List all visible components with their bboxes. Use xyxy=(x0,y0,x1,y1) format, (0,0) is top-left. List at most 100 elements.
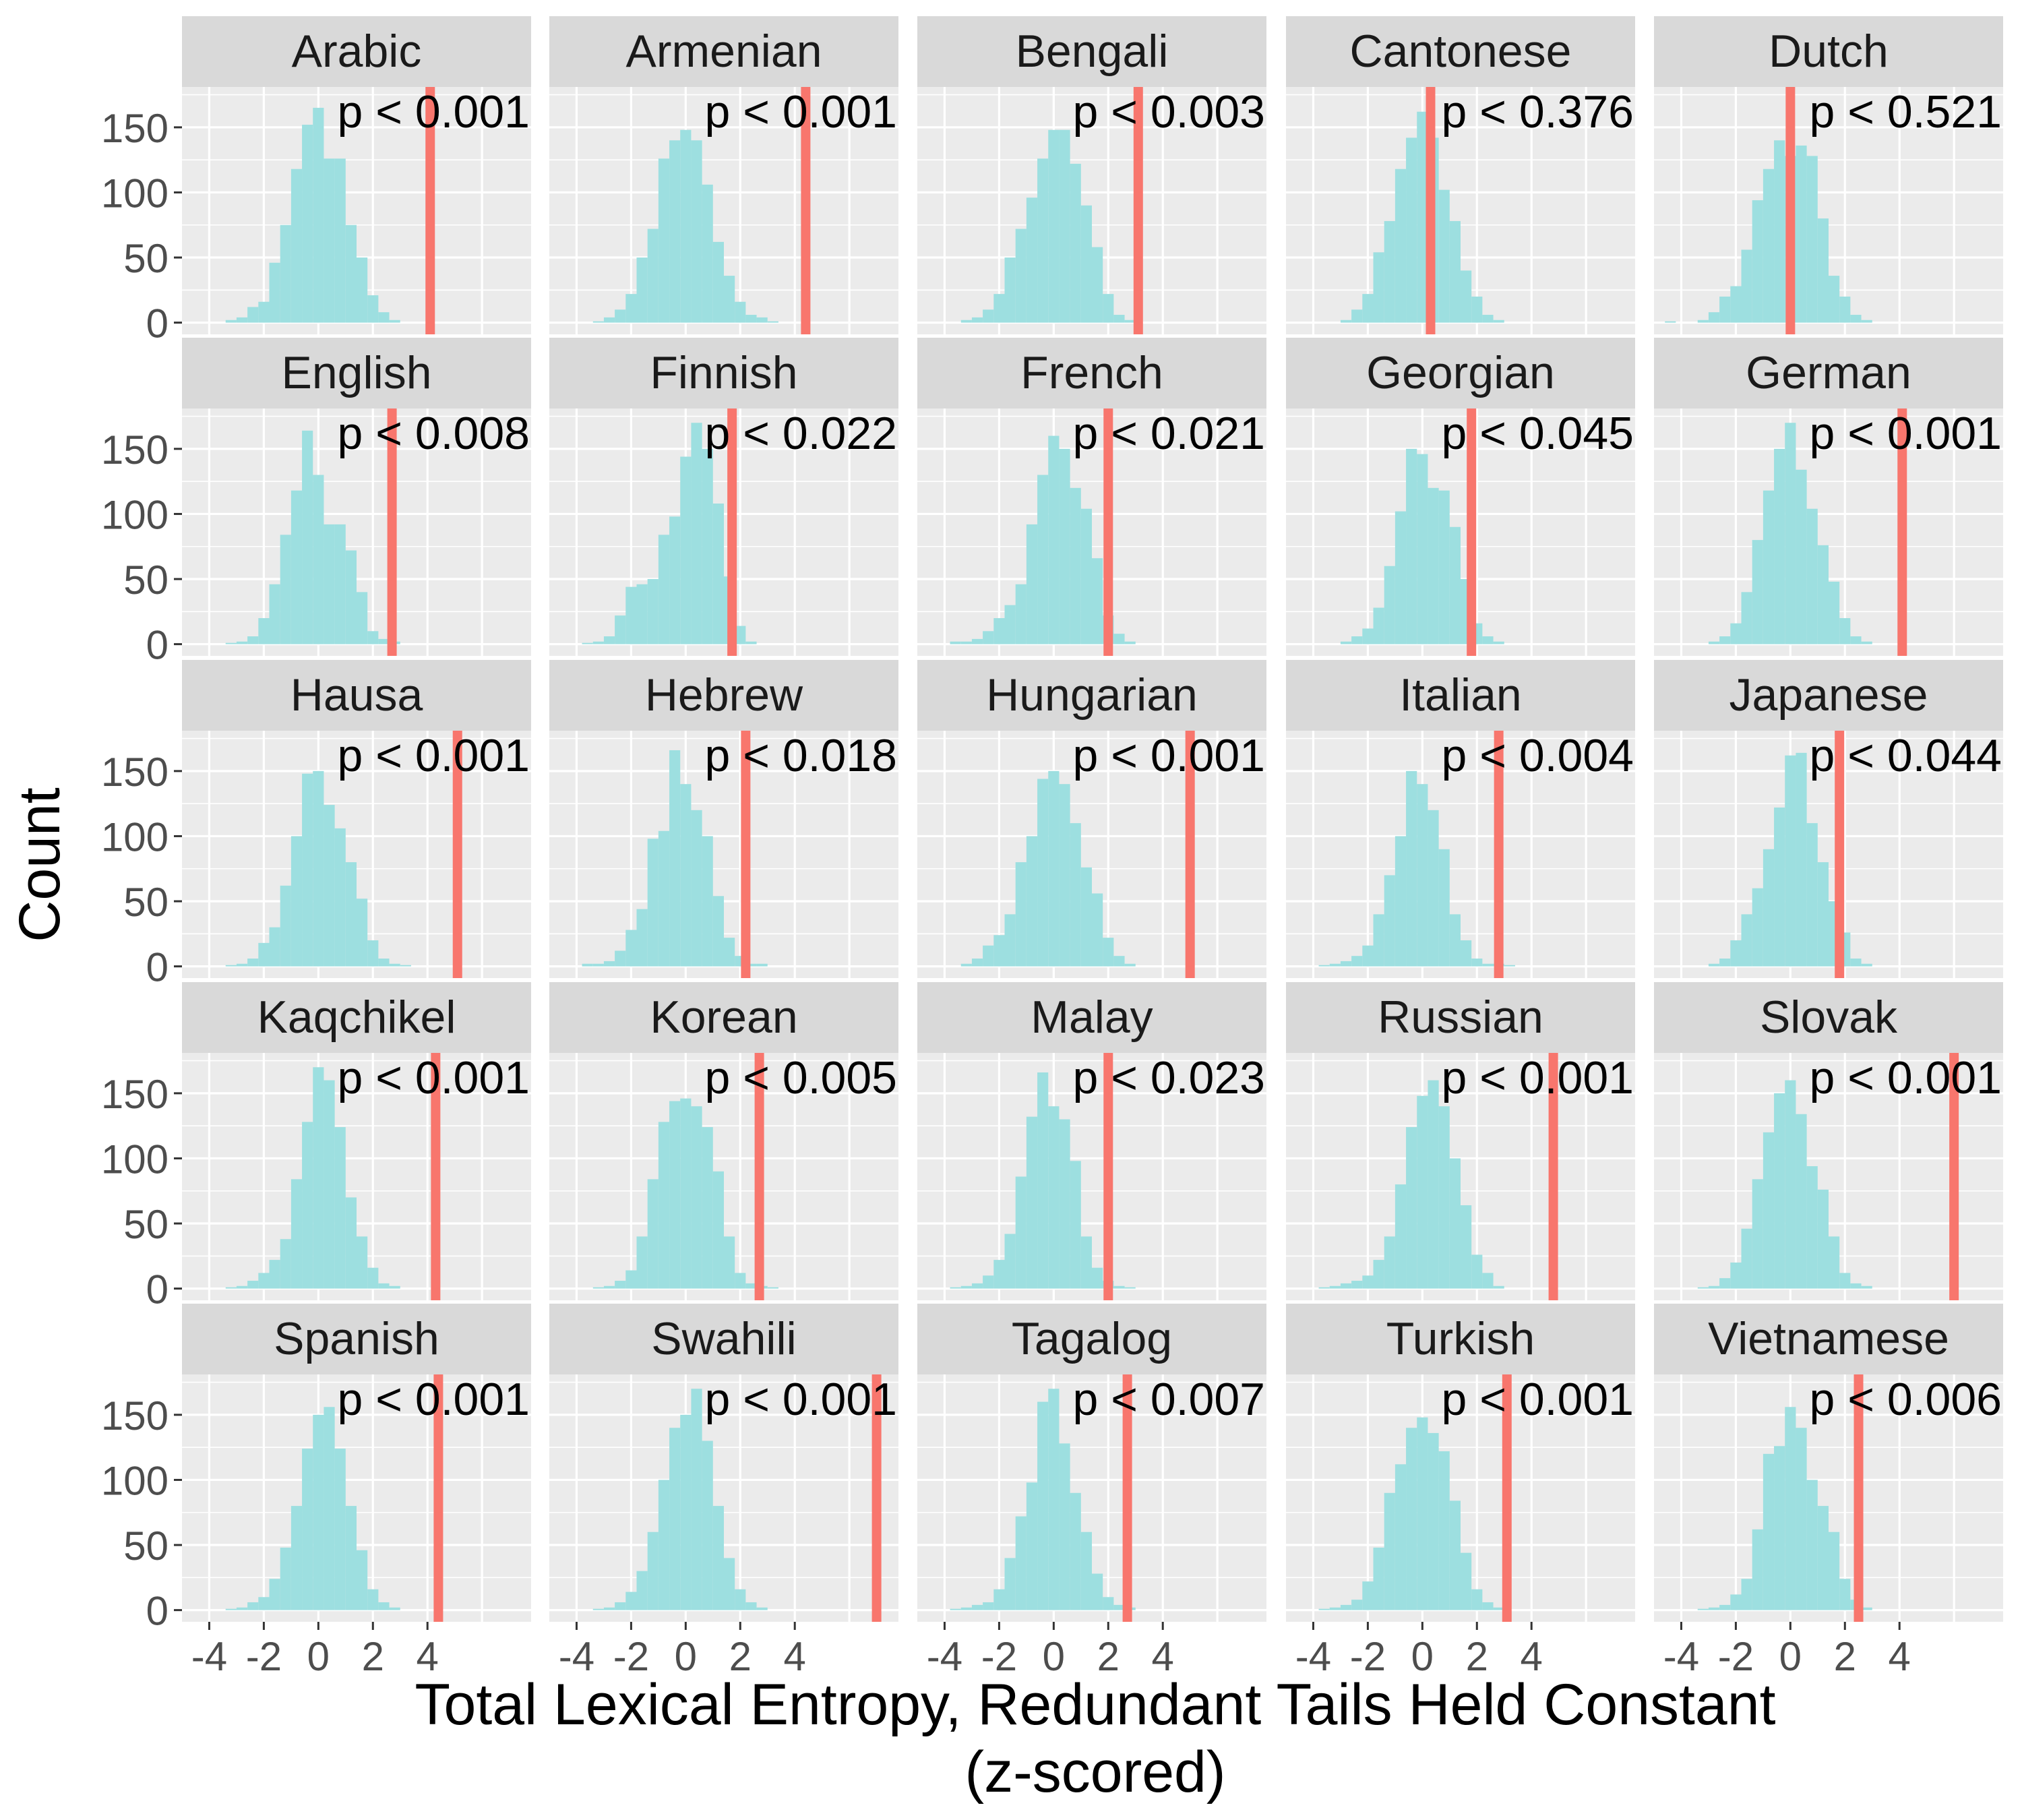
histogram-bar xyxy=(658,830,670,967)
strip-armenian xyxy=(549,16,898,87)
histogram-bar xyxy=(1708,1607,1720,1610)
x-tick-label: 4 xyxy=(1889,1634,1911,1679)
histogram-bar xyxy=(669,140,681,323)
panel-italian: Italian p < 0.004 xyxy=(1286,660,1635,978)
histogram-bar xyxy=(1340,320,1352,323)
histogram-bar xyxy=(1015,229,1027,323)
histogram-bar xyxy=(756,963,768,967)
histogram-bar xyxy=(236,1285,248,1289)
observed-value-line xyxy=(1467,408,1477,656)
histogram-bar xyxy=(1080,205,1092,323)
histogram-bar xyxy=(983,309,994,323)
histogram-bar xyxy=(1719,1278,1731,1289)
histogram-bar xyxy=(615,950,626,967)
histogram-bar xyxy=(625,294,637,323)
panel-slovak: Slovak p < 0.001 xyxy=(1654,982,2003,1300)
histogram-bar xyxy=(1829,581,1840,644)
histogram-bar xyxy=(258,1597,270,1610)
histogram-bar xyxy=(1080,1236,1092,1289)
y-tick-label: 50 xyxy=(123,1523,168,1569)
observed-value-line xyxy=(1103,1053,1113,1300)
histogram-bar xyxy=(592,1608,604,1610)
histogram-bar xyxy=(1048,1389,1060,1610)
strip-label-kaqchikel: Kaqchikel xyxy=(257,992,456,1043)
panel-japanese: Japanese p < 0.044 xyxy=(1654,660,2003,978)
histogram-bar xyxy=(603,1607,615,1610)
histogram-bar xyxy=(592,641,604,644)
histogram-bar xyxy=(1774,1093,1785,1289)
histogram-bar xyxy=(1785,423,1796,644)
histogram-bar xyxy=(1406,1428,1417,1610)
histogram-bar xyxy=(647,1179,658,1289)
x-tick-label: 2 xyxy=(1834,1634,1856,1679)
histogram-bar xyxy=(680,456,692,644)
histogram-bar xyxy=(971,1604,983,1610)
histogram-bar xyxy=(1406,770,1417,967)
strip-label-arabic: Arabic xyxy=(292,26,422,77)
histogram-bar xyxy=(280,224,291,323)
p-value-label-kaqchikel: p < 0.001 xyxy=(338,1052,530,1103)
histogram-bar xyxy=(1059,1443,1070,1610)
observed-value-line xyxy=(1897,408,1907,656)
histogram-bar xyxy=(1113,1604,1125,1610)
p-value-label-vietnamese: p < 0.006 xyxy=(1810,1374,2002,1425)
strip-german xyxy=(1654,338,2003,408)
p-value-label-hausa: p < 0.001 xyxy=(338,730,530,781)
histogram-bar xyxy=(745,1283,757,1289)
histogram-bar xyxy=(1438,849,1450,967)
histogram-bar xyxy=(1719,1604,1731,1610)
p-value-label-bengali: p < 0.003 xyxy=(1073,86,1265,138)
x-tick-label: 0 xyxy=(1779,1634,1802,1679)
histogram-bar xyxy=(324,1407,335,1610)
histogram-bar xyxy=(334,828,346,967)
panel-hausa: Hausa p < 0.001 xyxy=(182,660,531,978)
histogram-bar xyxy=(1493,641,1504,644)
histogram-bar xyxy=(1774,448,1785,644)
histogram-bar xyxy=(1395,169,1407,323)
histogram-bar xyxy=(357,257,368,323)
histogram-bar xyxy=(1438,1451,1450,1610)
histogram-bar xyxy=(647,579,658,644)
histogram-bar xyxy=(669,750,681,967)
x-tick-label: 0 xyxy=(307,1634,330,1679)
histogram-bar xyxy=(1850,315,1862,323)
observed-value-line xyxy=(1502,1374,1512,1622)
x-tick-label: 4 xyxy=(784,1634,806,1679)
histogram-bar xyxy=(1373,252,1384,323)
histogram-bar xyxy=(702,184,713,323)
y-tick-label: 0 xyxy=(146,623,168,668)
histogram-bar xyxy=(636,584,648,644)
histogram-bar xyxy=(1839,296,1851,323)
histogram-bar xyxy=(1461,270,1472,323)
histogram-bar xyxy=(1471,959,1483,967)
x-tick-label: 4 xyxy=(1521,1634,1543,1679)
y-tick-label: 0 xyxy=(146,301,168,346)
x-tick-label: -2 xyxy=(1718,1634,1754,1679)
histogram-bar xyxy=(1070,487,1081,644)
histogram-bar xyxy=(625,586,637,644)
histogram-bar xyxy=(1417,1417,1428,1610)
strip-label-georgian: Georgian xyxy=(1366,347,1555,398)
observed-value-line xyxy=(727,408,737,656)
p-value-label-arabic: p < 0.001 xyxy=(338,86,530,138)
histogram-bar xyxy=(603,1285,615,1289)
histogram-bar xyxy=(345,550,357,644)
histogram-bar xyxy=(1004,914,1016,967)
histogram-bar xyxy=(636,1236,648,1289)
histogram-bar xyxy=(1817,1506,1829,1610)
histogram-bar xyxy=(1026,1116,1038,1289)
y-tick-label: 100 xyxy=(101,492,168,537)
histogram-bar xyxy=(367,940,379,967)
histogram-bar xyxy=(345,1506,357,1610)
histogram-bar xyxy=(334,524,346,644)
histogram-bar xyxy=(960,641,972,644)
histogram-bar xyxy=(1504,965,1515,967)
histogram-bar xyxy=(658,1480,670,1610)
histogram-bar xyxy=(1384,1492,1395,1610)
histogram-bar xyxy=(756,317,768,323)
histogram-bar xyxy=(334,1127,346,1289)
histogram-bar xyxy=(592,1287,604,1289)
histogram-bar xyxy=(1395,1464,1407,1610)
panel-kaqchikel: Kaqchikel p < 0.001 xyxy=(182,982,531,1300)
observed-value-line xyxy=(871,1374,882,1622)
